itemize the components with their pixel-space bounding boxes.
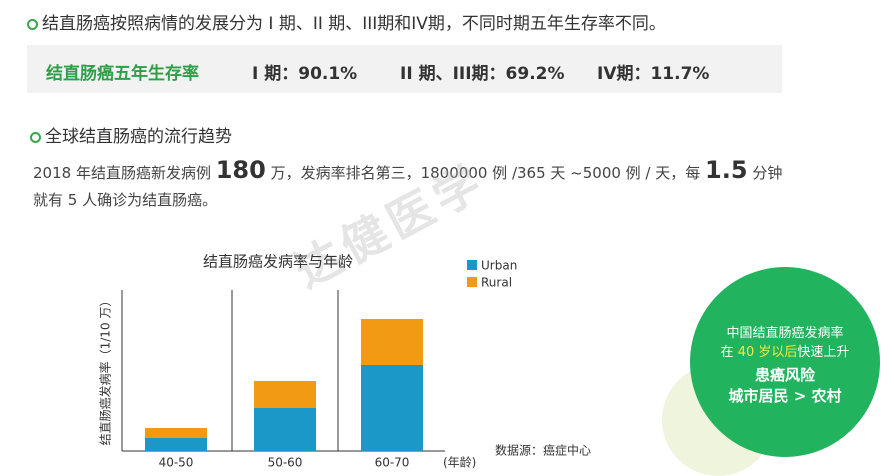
- x-tick-label: 50-60: [268, 456, 303, 470]
- text: 万，发病率排名第三，1800000 例 /365 天 ~5000 例 / 天，每: [265, 164, 706, 182]
- paragraph-line: 就有 5 人确诊为结直肠癌。: [33, 191, 218, 209]
- text: 分钟: [747, 164, 783, 182]
- highlight-number: 1.5: [705, 156, 748, 184]
- stat: I 期：90.1%: [252, 64, 358, 84]
- legend-swatch: [467, 277, 477, 287]
- source: 数据源：癌症中心: [495, 443, 591, 458]
- x-tick-label: 40-50: [159, 456, 194, 470]
- survival-box: 结直肠癌五年生存率 I 期：90.1% II 期、III期：69.2% IV期：…: [27, 45, 782, 93]
- y-axis-label: 结直肠癌发病率（1/10 万）: [98, 295, 113, 446]
- heading-text: 全球结直肠癌的流行趋势: [45, 127, 232, 147]
- bar-segment: [254, 408, 316, 451]
- legend-label: Urban: [481, 259, 517, 273]
- heading-text: 结直肠癌按照病情的发展分为 I 期、II 期、III期和IV期，不同时期五年生存…: [42, 14, 666, 34]
- highlight-number: 180: [215, 156, 266, 184]
- legend-swatch: [467, 260, 477, 270]
- legend-label: Rural: [481, 276, 512, 290]
- heading: 结直肠癌按照病情的发展分为 I 期、II 期、III期和IV期，不同时期五年生存…: [27, 9, 666, 34]
- stat: IV期：11.7%: [597, 64, 710, 84]
- callout-text: 在: [720, 345, 738, 360]
- bar-segment: [145, 428, 207, 438]
- callout-highlight: 40 岁以后: [737, 345, 798, 360]
- callout: 中国结直肠癌发病率 在 40 岁以后快速上升 患癌风险 城市居民 > 农村: [690, 322, 880, 406]
- bar-segment: [361, 365, 423, 451]
- stat: II 期、III期：69.2%: [400, 64, 565, 84]
- x-axis-label: (年龄): [443, 456, 476, 470]
- heading: 全球结直肠癌的流行趋势: [30, 122, 232, 147]
- text: 2018 年结直肠癌新发病例: [33, 164, 216, 182]
- chart-title: 结直肠癌发病率与年龄: [203, 253, 353, 271]
- bar-segment: [254, 381, 316, 408]
- survival-label: 结直肠癌五年生存率: [46, 64, 199, 84]
- bar-segment: [145, 438, 207, 451]
- paragraph-line: 2018 年结直肠癌新发病例 180 万，发病率排名第三，1800000 例 /…: [33, 156, 782, 184]
- callout-text: 中国结直肠癌发病率: [726, 326, 844, 341]
- callout-title: 城市居民 > 农村: [728, 387, 842, 405]
- callout-title: 患癌风险: [754, 366, 815, 384]
- bar-segment: [361, 319, 423, 365]
- callout-circle: [690, 267, 880, 457]
- callout-text: 快速上升: [797, 345, 850, 360]
- x-tick-label: 60-70: [375, 456, 410, 470]
